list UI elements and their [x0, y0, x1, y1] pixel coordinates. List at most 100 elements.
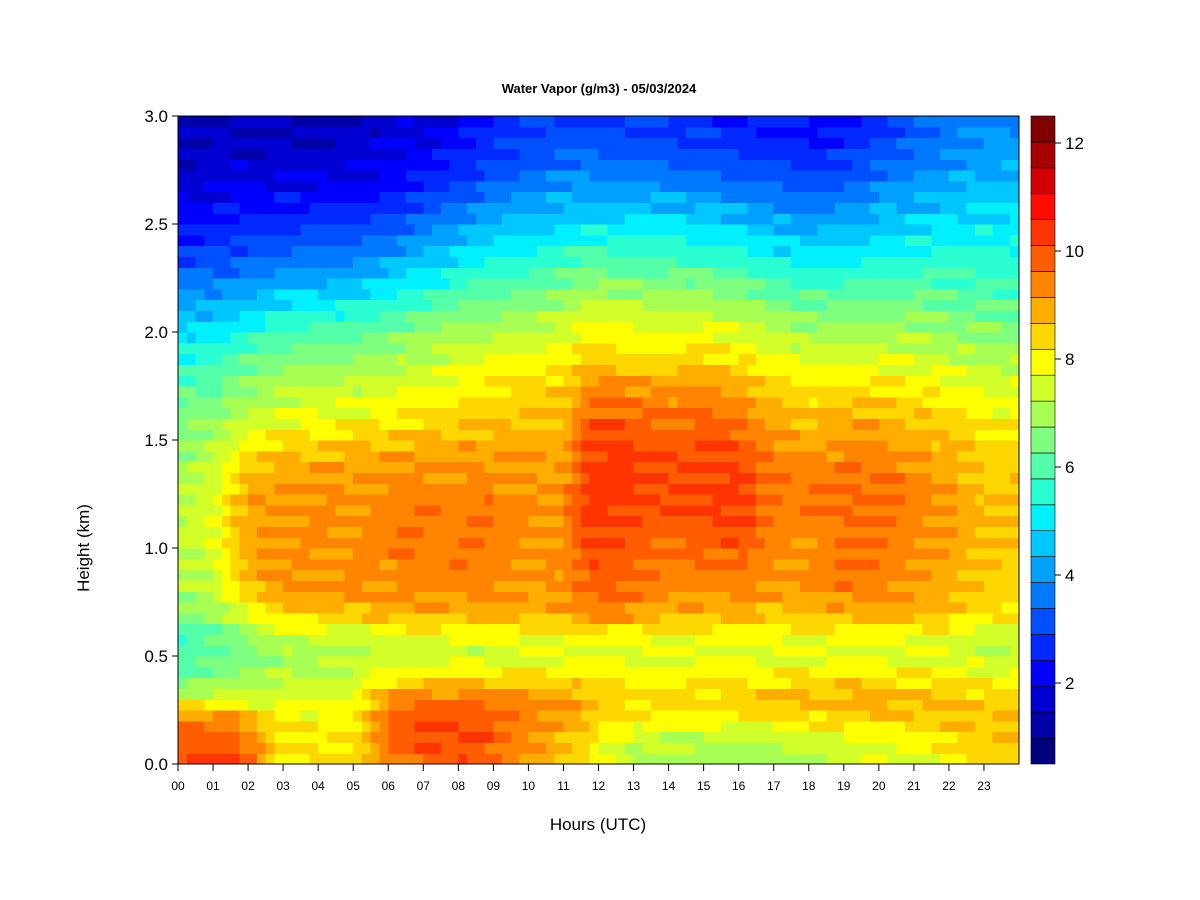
heatmap-cell	[318, 461, 328, 473]
heatmap-cell	[852, 332, 862, 344]
heatmap-cell	[817, 677, 827, 689]
heatmap-cell	[607, 396, 617, 409]
heatmap-cell	[432, 234, 442, 247]
heatmap-cell	[353, 569, 363, 581]
heatmap-cell	[467, 472, 477, 484]
heatmap-cell	[537, 353, 547, 365]
heatmap-cell	[370, 515, 381, 527]
heatmap-cell	[414, 569, 424, 581]
heatmap-cell	[545, 699, 556, 711]
heatmap-cell	[756, 731, 766, 743]
heatmap-cell	[913, 299, 924, 311]
heatmap-cell	[554, 731, 565, 743]
heatmap-cell	[870, 710, 880, 722]
heatmap-cell	[467, 699, 477, 711]
heatmap-cell	[519, 537, 530, 549]
heatmap-cell	[887, 602, 897, 614]
heatmap-cell	[931, 418, 941, 430]
heatmap-cell	[852, 267, 862, 279]
heatmap-cell	[887, 267, 897, 279]
heatmap-cell	[493, 710, 503, 722]
heatmap-cell	[686, 623, 696, 635]
heatmap-cell	[773, 537, 784, 549]
heatmap-cell	[598, 699, 608, 711]
heatmap-cell	[388, 278, 398, 290]
heatmap-cell	[703, 461, 713, 473]
heatmap-cell	[388, 224, 398, 236]
heatmap-cell	[764, 418, 775, 430]
heatmap-cell	[957, 429, 968, 441]
heatmap-cell	[747, 666, 757, 679]
heatmap-cell	[817, 504, 827, 517]
heatmap-cell	[764, 245, 775, 257]
heatmap-cell	[852, 731, 862, 743]
heatmap-cell	[686, 278, 696, 290]
heatmap-cell	[808, 364, 819, 376]
heatmap-cell	[300, 515, 311, 527]
heatmap-cell	[414, 224, 424, 236]
heatmap-cell	[300, 472, 311, 484]
heatmap-cell	[826, 288, 836, 301]
heatmap-cell	[624, 278, 635, 290]
heatmap-cell	[370, 742, 381, 754]
heatmap-cell	[616, 213, 626, 225]
heatmap-cell	[423, 753, 433, 765]
heatmap-cell	[1001, 742, 1011, 754]
heatmap-cell	[913, 558, 924, 571]
heatmap-cell	[975, 580, 985, 592]
heatmap-cell	[475, 666, 486, 679]
heatmap-cell	[940, 494, 950, 506]
heatmap-cell	[799, 580, 810, 592]
heatmap-cell	[572, 623, 582, 635]
heatmap-cell	[852, 688, 862, 700]
heatmap-cell	[248, 494, 258, 506]
heatmap-cell	[458, 504, 468, 517]
heatmap-cell	[239, 299, 249, 311]
heatmap-cell	[493, 558, 503, 571]
heatmap-cell	[493, 213, 503, 225]
heatmap-cell	[370, 353, 381, 365]
heatmap-cell	[449, 396, 459, 409]
heatmap-cell	[265, 710, 275, 722]
heatmap-cell	[432, 720, 442, 733]
heatmap-cell	[808, 645, 819, 657]
heatmap-cell	[326, 450, 337, 463]
heatmap-cell	[791, 472, 801, 484]
heatmap-cell	[589, 288, 600, 301]
heatmap-cell	[896, 731, 906, 743]
heatmap-cell	[519, 688, 530, 700]
heatmap-cell	[957, 591, 968, 603]
heatmap-cell	[607, 429, 617, 441]
heatmap-cell	[545, 558, 556, 571]
heatmap-cell	[975, 256, 985, 268]
heatmap-cell	[616, 364, 626, 376]
heatmap-cell	[1010, 396, 1020, 409]
heatmap-cell	[905, 461, 915, 473]
heatmap-cell	[861, 213, 871, 225]
heatmap-cell	[493, 375, 503, 387]
heatmap-cell	[712, 580, 722, 592]
heatmap-cell	[756, 418, 766, 430]
heatmap-cell	[554, 548, 565, 560]
heatmap-cell	[230, 396, 240, 409]
heatmap-cell	[729, 461, 740, 473]
heatmap-cell	[186, 634, 197, 646]
heatmap-cell	[335, 386, 346, 398]
heatmap-cell	[300, 332, 311, 344]
heatmap-cell	[221, 515, 232, 527]
heatmap-cell	[957, 288, 968, 301]
heatmap-cell	[580, 386, 591, 398]
heatmap-cell	[817, 494, 827, 506]
heatmap-cell	[940, 332, 950, 344]
heatmap-cell	[922, 396, 932, 409]
heatmap-cell	[291, 472, 302, 484]
heatmap-cell	[274, 396, 284, 409]
heatmap-cell	[344, 364, 354, 376]
heatmap-cell	[764, 288, 775, 301]
heatmap-cell	[931, 526, 941, 538]
heatmap-cell	[659, 375, 670, 387]
heatmap-cell	[1001, 677, 1011, 689]
heatmap-cell	[510, 245, 521, 257]
heatmap-cell	[642, 720, 652, 733]
heatmap-cell	[572, 418, 582, 430]
